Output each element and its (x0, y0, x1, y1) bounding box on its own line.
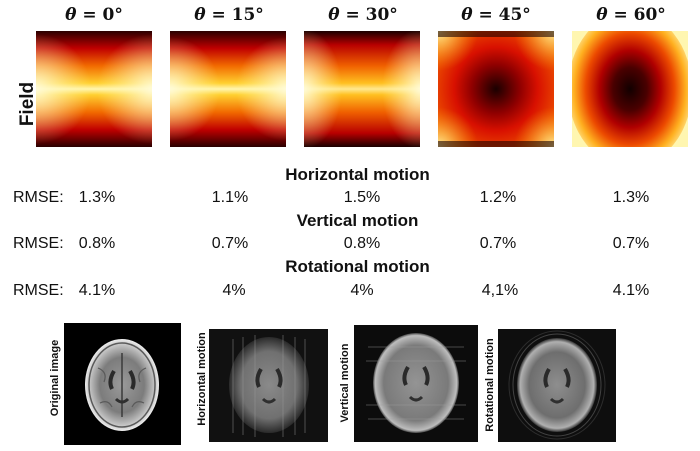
rmse-value: 1.3% (612, 189, 650, 206)
theta-value: = 60° (613, 5, 666, 25)
rmse-value: 4,1% (481, 282, 519, 299)
scan-vertical-motion (354, 325, 478, 442)
rmse-label-vertical: RMSE: (13, 235, 64, 252)
rmse-value: 0.8% (78, 235, 116, 252)
theta-symbol: θ (328, 5, 340, 25)
field-map-15 (170, 31, 286, 147)
rmse-value: 4.1% (612, 282, 650, 299)
heading-rotational-motion: Rotational motion (285, 257, 430, 276)
scan-label-original: Original image (49, 339, 61, 417)
scan-label-horizontal: Horizontal motion (196, 332, 208, 426)
theta-symbol: θ (194, 5, 206, 25)
rmse-label-rotational: RMSE: (13, 282, 64, 299)
theta-symbol: θ (596, 5, 608, 25)
brain-scan-image (209, 329, 328, 442)
brain-scan-image (85, 339, 159, 431)
field-map-45 (438, 31, 554, 147)
heading-vertical-motion: Vertical motion (296, 211, 419, 230)
rmse-value: 4% (350, 282, 374, 299)
theta-symbol: θ (65, 5, 77, 25)
theta-label-45: θ = 45° (436, 5, 556, 25)
brain-scan-image (354, 325, 478, 442)
rmse-value: 4% (222, 282, 246, 299)
rmse-value: 0.7% (612, 235, 650, 252)
scan-label-rotational: Rotational motion (484, 338, 496, 432)
field-map-0 (36, 31, 152, 147)
rmse-value: 1.2% (479, 189, 517, 206)
theta-label-15: θ = 15° (169, 5, 289, 25)
heading-horizontal-motion: Horizontal motion (285, 165, 430, 184)
theta-value: = 15° (211, 5, 264, 25)
scan-original-image (64, 323, 181, 445)
theta-value: = 0° (82, 5, 123, 25)
rmse-value: 0.7% (211, 235, 249, 252)
theta-value: = 45° (478, 5, 531, 25)
rmse-value: 4.1% (78, 282, 116, 299)
field-map-60 (572, 31, 688, 147)
scan-horizontal-motion (209, 329, 328, 442)
theta-label-0: θ = 0° (34, 5, 154, 25)
rmse-value: 1.5% (343, 189, 381, 206)
rmse-value: 1.1% (211, 189, 249, 206)
theta-symbol: θ (461, 5, 473, 25)
scan-label-vertical: Vertical motion (339, 343, 351, 423)
brain-scan-image (498, 329, 616, 442)
field-map-30 (304, 31, 420, 147)
theta-value: = 30° (345, 5, 398, 25)
rmse-value: 0.8% (343, 235, 381, 252)
scan-rotational-motion (498, 329, 616, 442)
theta-label-30: θ = 30° (303, 5, 423, 25)
theta-label-60: θ = 60° (571, 5, 691, 25)
rmse-value: 1.3% (78, 189, 116, 206)
rmse-label-horizontal: RMSE: (13, 189, 64, 206)
rmse-value: 0.7% (479, 235, 517, 252)
